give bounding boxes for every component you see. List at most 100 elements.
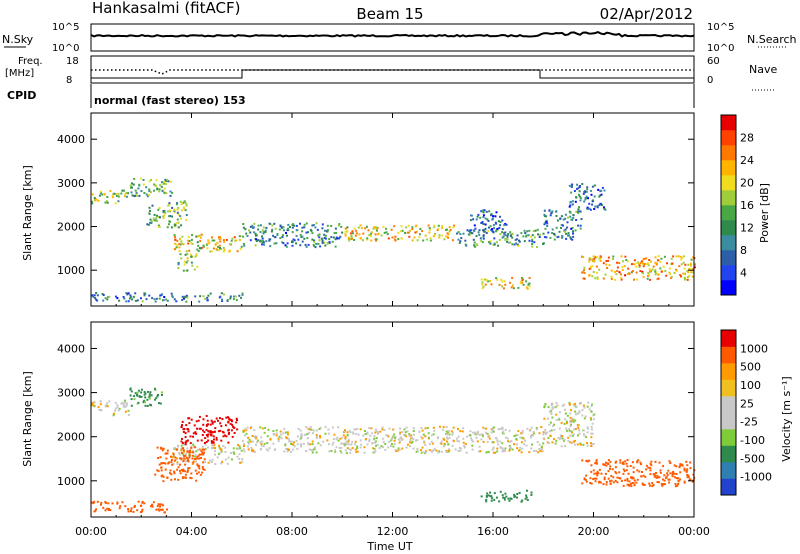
data-cell xyxy=(406,443,409,446)
data-cell xyxy=(670,277,673,280)
data-cell xyxy=(646,263,649,266)
data-cell xyxy=(180,240,183,243)
data-cell xyxy=(158,402,160,405)
data-cell xyxy=(196,427,198,430)
data-cell xyxy=(218,244,221,247)
data-cell xyxy=(678,466,681,469)
data-cell xyxy=(129,295,132,298)
data-cell xyxy=(190,238,193,241)
data-cell xyxy=(633,484,636,487)
data-cell xyxy=(211,444,214,447)
data-cell xyxy=(260,447,262,450)
data-cell xyxy=(275,434,278,437)
data-cell xyxy=(480,495,483,498)
data-cell xyxy=(296,443,299,446)
data-cell xyxy=(482,237,485,240)
data-cell xyxy=(603,463,606,466)
data-cell xyxy=(156,446,159,449)
data-cell xyxy=(578,410,581,413)
data-cell xyxy=(232,298,235,300)
data-cell xyxy=(167,180,170,183)
data-cell xyxy=(432,426,435,429)
data-cell xyxy=(284,444,287,447)
data-cell xyxy=(191,457,194,460)
data-cell xyxy=(549,434,552,437)
data-cell xyxy=(532,230,535,233)
data-cell xyxy=(391,236,394,239)
data-cell xyxy=(624,274,627,277)
data-cell xyxy=(562,224,564,227)
data-cell xyxy=(500,278,503,281)
data-cell xyxy=(170,473,173,476)
freq-tick-low: 8 xyxy=(66,75,72,86)
data-cell xyxy=(548,423,551,426)
data-cell xyxy=(562,439,565,442)
data-cell xyxy=(314,448,317,451)
data-cell xyxy=(590,410,593,413)
data-cell xyxy=(432,433,435,436)
data-cell xyxy=(542,242,545,245)
data-cell xyxy=(202,453,205,456)
data-cell xyxy=(516,434,519,436)
data-cell xyxy=(472,218,475,221)
data-cell xyxy=(565,422,568,425)
data-cell xyxy=(123,195,126,198)
data-cell xyxy=(600,193,603,196)
data-cell xyxy=(508,445,511,447)
data-cell xyxy=(443,443,446,446)
data-cell xyxy=(304,243,307,246)
data-cell xyxy=(238,238,241,241)
data-cell xyxy=(565,420,568,423)
data-cell xyxy=(390,228,393,231)
data-cell xyxy=(207,433,210,436)
data-cell xyxy=(578,424,581,427)
data-cell xyxy=(559,434,562,437)
data-cell xyxy=(111,194,114,197)
data-cell xyxy=(171,206,174,209)
data-cell xyxy=(331,240,334,243)
data-cell xyxy=(313,239,316,242)
station-title: Hankasalmi (fitACF) xyxy=(92,0,240,17)
data-cell xyxy=(485,431,487,434)
data-cell xyxy=(577,427,580,430)
data-cell xyxy=(350,234,353,237)
data-cell xyxy=(157,215,160,218)
data-cell xyxy=(583,269,586,272)
data-cell xyxy=(596,470,599,473)
data-cell xyxy=(411,239,414,242)
data-cell xyxy=(148,180,151,183)
freq-panel: Freq. [MHz] 18 8 60 0 Nave xyxy=(5,55,777,91)
data-cell xyxy=(145,186,148,189)
data-cell xyxy=(418,430,421,433)
data-cell xyxy=(276,233,279,235)
data-cell xyxy=(443,238,446,241)
data-cell xyxy=(610,474,613,477)
y-tick-label: 4000 xyxy=(57,342,85,355)
data-cell xyxy=(497,244,500,247)
data-cell xyxy=(284,431,287,434)
data-cell xyxy=(235,421,238,424)
data-cell xyxy=(558,427,561,430)
data-cell xyxy=(370,427,373,430)
data-cell xyxy=(345,440,348,443)
data-cell xyxy=(631,270,634,272)
data-cell xyxy=(131,298,133,301)
data-cell xyxy=(526,427,529,430)
data-cell xyxy=(230,239,233,242)
data-cell xyxy=(362,232,365,235)
data-cell xyxy=(193,268,196,271)
data-cell xyxy=(133,504,136,507)
data-cell xyxy=(645,468,648,471)
data-cell xyxy=(572,440,575,443)
data-cell xyxy=(207,439,210,442)
data-cell xyxy=(136,299,139,302)
data-cell xyxy=(169,194,172,197)
data-cell xyxy=(537,233,539,236)
data-cell xyxy=(499,224,502,227)
data-cell xyxy=(582,429,585,432)
data-cell xyxy=(173,459,176,462)
data-cell xyxy=(660,257,663,260)
data-cell xyxy=(408,441,411,444)
data-cell xyxy=(485,232,488,234)
data-cell xyxy=(210,441,213,444)
